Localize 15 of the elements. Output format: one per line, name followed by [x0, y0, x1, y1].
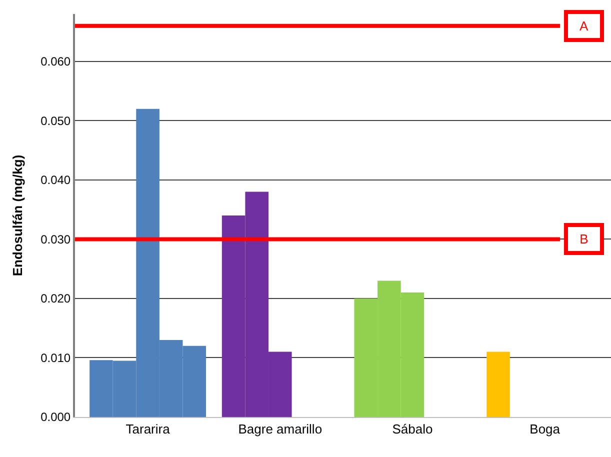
y-tick-label: 0.000	[40, 410, 71, 424]
ref-line-label: A	[580, 18, 588, 34]
x-tick-label: Sábalo	[392, 422, 433, 437]
x-tick-label: Bagre amarillo	[238, 422, 322, 437]
y-tick-label: 0.060	[40, 54, 71, 69]
x-tick-label: Boga	[530, 422, 561, 437]
ref-line-label: B	[580, 232, 588, 246]
y-tick-label: 0.010	[40, 350, 71, 365]
x-tick-label: Tararira	[126, 422, 171, 437]
y-tick-label: 0.050	[40, 114, 71, 128]
y-axis-title: Endosulfán (mg/kg)	[10, 154, 26, 276]
y-tick-label: 0.030	[40, 232, 71, 246]
y-tick-label: 0.020	[40, 292, 71, 306]
y-tick-label: 0.040	[40, 173, 71, 188]
bar	[486, 352, 510, 417]
